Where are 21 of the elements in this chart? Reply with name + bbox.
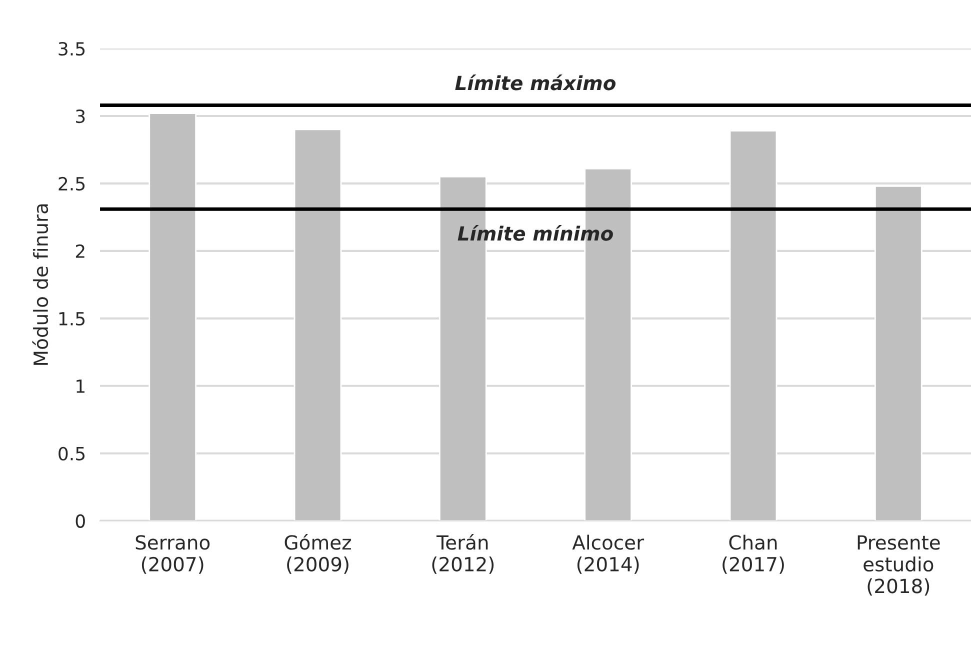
y-tick-label: 1 — [76, 380, 84, 393]
x-tick-label: Presente estudio (2018) — [858, 535, 940, 596]
y-tick-label: 1.5 — [59, 312, 85, 326]
bar — [294, 128, 342, 521]
bar — [148, 112, 197, 521]
y-tick-label: 3.5 — [58, 42, 85, 56]
y-tick-label: 2.5 — [58, 176, 85, 191]
x-tick-label: Serrano (2007) — [136, 535, 210, 574]
y-tick-label: 0.5 — [58, 446, 85, 460]
y-axis-title: Módulo de finura — [32, 204, 48, 365]
x-tick-label: Chan (2017) — [722, 534, 784, 574]
x-tick-label: Alcocer (2014) — [572, 534, 644, 574]
y-tick-label: 3 — [76, 109, 85, 124]
bar — [729, 130, 778, 521]
bar — [874, 185, 922, 521]
ref-line-label: Límite máximo — [455, 74, 616, 90]
y-tick-label: 2 — [76, 244, 84, 258]
y-tick-label: 0 — [76, 514, 85, 528]
x-tick-label: Gómez (2009) — [284, 534, 351, 574]
x-tick-label: Terán (2012) — [432, 534, 494, 574]
ref-line-label: Límite mínimo — [458, 225, 613, 241]
